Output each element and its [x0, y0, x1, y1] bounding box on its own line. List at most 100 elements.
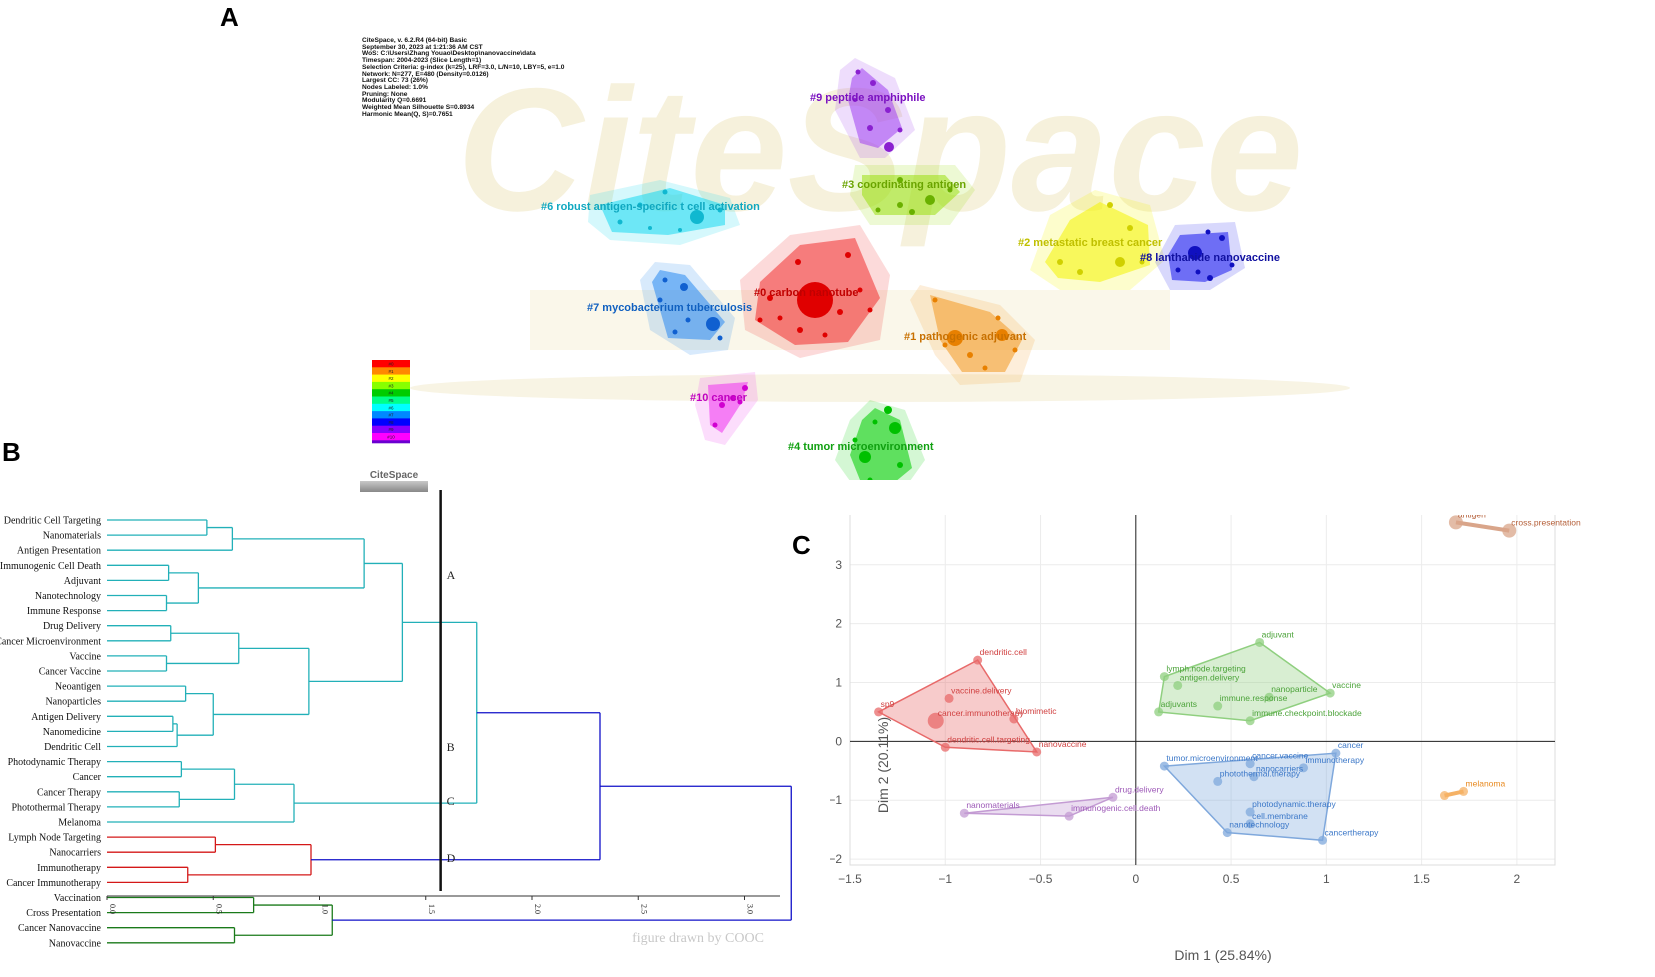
- legend-swatch-label: #7: [388, 413, 394, 418]
- cluster-color-legend: #0 #1 #2 #3 #4 #5 #6 #7 #8 #9 #10: [372, 360, 410, 444]
- scatter-point-label: melanoma: [1466, 778, 1506, 788]
- scatter-point-label: dendritic.cell: [980, 647, 1027, 657]
- scatter-point-label: immunogenic.cell.death: [1071, 803, 1161, 813]
- y-tick-label: −2: [830, 852, 842, 866]
- legend-swatch: [372, 381, 410, 390]
- info-line: Harmonic Mean(Q, S)=0.7651: [362, 110, 453, 118]
- info-line: Timespan: 2004-2023 (Slice Length=1): [362, 57, 482, 65]
- y-tick-label: 3: [835, 558, 842, 572]
- scatter-point-label: nanotechnology: [1229, 820, 1290, 830]
- legend-swatch: [372, 411, 410, 419]
- dendrogram-leaf-label: Dendritic Cell Targeting: [4, 516, 101, 527]
- scatter-point-label: nanovaccine: [1039, 739, 1087, 749]
- scatter-point-label: dendritic.cell.targeting: [947, 734, 1030, 744]
- scatter-point-label: cancertherapy: [1325, 827, 1380, 837]
- dendrogram-group-label: A: [447, 568, 456, 582]
- cluster-label-3: #3 coordinating antigen: [842, 179, 966, 191]
- dendrogram-leaf-label: Immunogenic Cell Death: [0, 561, 101, 572]
- citespace-logo-text: CiteSpace: [370, 470, 419, 480]
- scatter-point: [1439, 791, 1449, 801]
- cluster-nodes: [617, 69, 1235, 480]
- scatter-point-label: adjuvant: [1262, 629, 1295, 639]
- cluster-3-hull: [862, 175, 960, 215]
- legend-swatch-label: #5: [388, 398, 394, 403]
- dendrogram-leaf-label: Nanoparticles: [45, 697, 101, 708]
- cluster-10-hull: [708, 382, 748, 433]
- cluster-label-0: #0 carbon nanotube: [754, 287, 859, 299]
- dendrogram-leaf-label: Immune Response: [27, 606, 102, 617]
- scatter-point: [944, 693, 954, 703]
- legend-swatch-label: #4: [388, 391, 394, 396]
- dendrogram-panel: Dendritic Cell Targeting Nanomaterials Ant…: [0, 490, 792, 949]
- scatter-point-label: vaccine: [1332, 680, 1361, 690]
- dendrogram-leaf-label: Cancer Vaccine: [39, 667, 102, 678]
- legend-swatch-label: #1: [388, 369, 394, 374]
- dendrogram-leaf-label: Cancer Therapy: [37, 787, 101, 798]
- scatter-point-label: photothermal.therapy: [1220, 768, 1301, 778]
- scatter-point-label: nanocarriers: [1256, 764, 1303, 774]
- cluster-8-nodes: [1175, 229, 1235, 281]
- scatter-point: [1108, 792, 1118, 802]
- mca-scatter-panel: −1.5−1−0.500.511.52−2−101234 dendritic.c…: [830, 515, 1581, 963]
- info-line: Selection Criteria: g-index (k=25), LRF=…: [362, 63, 565, 71]
- dendrogram-axis-tick-label: 1.0: [321, 904, 330, 914]
- scatter-point: [874, 707, 884, 717]
- scatter-hull-green: [1157, 641, 1332, 722]
- cluster-6-hull: [600, 188, 725, 235]
- dendrogram-leaf-label: Antigen Presentation: [17, 546, 101, 557]
- cluster-label-9: #9 peptide amphiphile: [810, 92, 926, 104]
- cluster-label-8: #8 lanthanide nanovaccine: [1140, 252, 1280, 264]
- scatter-axes: −1.5−1−0.500.511.52−2−101234: [830, 515, 1555, 886]
- scatter-point-label: photodynamic.therapy: [1252, 799, 1336, 809]
- dendrogram-group-label: D: [447, 851, 456, 865]
- scatter-point-label: antigen.delivery: [1180, 672, 1240, 682]
- info-line: Pruning: None: [362, 90, 408, 98]
- scatter-point-label: cancer: [1338, 740, 1364, 750]
- scatter-point: [1009, 714, 1019, 724]
- dendrogram-leaf-label: Nanovaccine: [49, 938, 102, 949]
- scatter-point: [1159, 761, 1169, 771]
- citespace-network-panel: CiteSpace: [370, 53, 1350, 480]
- scatter-point-label: lymph.node.targeting: [1166, 664, 1246, 674]
- y-tick-label: 0: [835, 734, 842, 748]
- scatter-point: [1222, 828, 1232, 838]
- y-tick-label: 2: [835, 617, 842, 631]
- scatter-point-label: vaccine.delivery: [951, 685, 1012, 695]
- scatter-point: [940, 742, 950, 752]
- legend-swatch-label: #10: [387, 435, 395, 440]
- scatter-points: dendritic.cell vaccine.delivery cancer.imm…: [874, 515, 1581, 845]
- legend-swatch-end: [372, 440, 410, 444]
- scatter-hull-purple: [964, 796, 1114, 817]
- dendrogram-axis-tick-label: 2.0: [533, 904, 542, 914]
- scatter-frame: [849, 515, 1556, 866]
- x-axis-label: Dim 1 (25.84%): [1174, 947, 1271, 963]
- cluster-6-nodes: [617, 189, 723, 232]
- x-tick-label: 0: [1132, 872, 1139, 886]
- legend-swatch-label: #3: [388, 383, 394, 388]
- scatter-point-label: tumor.microenvironment: [1166, 753, 1258, 763]
- legend-swatch: [372, 433, 410, 441]
- scatter-point: [959, 808, 969, 818]
- y-axis-label: Dim 2 (20.11%): [875, 717, 891, 813]
- scatter-point: [1249, 772, 1259, 782]
- legend-swatch: [372, 374, 410, 383]
- scatter-point: [1459, 786, 1469, 796]
- dendrogram-leaf-label: Nanotechnology: [35, 591, 101, 602]
- dendrogram-leaf-label: Nanocarriers: [49, 848, 101, 859]
- dendrogram-axis-tick-label: 0.0: [108, 904, 117, 914]
- dendrogram-leaf-label: Cancer Nanovaccine: [18, 923, 102, 934]
- info-line: Weighted Mean Silhouette S=0.8934: [362, 104, 475, 112]
- dendrogram-leaf-label: Antigen Delivery: [31, 712, 101, 723]
- scatter-point: [1213, 701, 1223, 711]
- x-tick-label: −0.5: [1029, 872, 1053, 886]
- info-line: Network: N=277, E=480 (Density=0.0126): [362, 70, 489, 78]
- scatter-point: [1159, 672, 1169, 682]
- x-tick-label: −1.5: [838, 872, 862, 886]
- y-tick-label: −1: [830, 793, 842, 807]
- legend-swatch: [372, 396, 410, 405]
- dendrogram-leaf-label: Cancer Microenvironment: [0, 636, 101, 647]
- x-tick-label: 1: [1323, 872, 1330, 886]
- dendrogram-leaf-label: Melanoma: [58, 818, 101, 829]
- scatter-point: [1245, 716, 1255, 726]
- scatter-point: [1213, 776, 1223, 786]
